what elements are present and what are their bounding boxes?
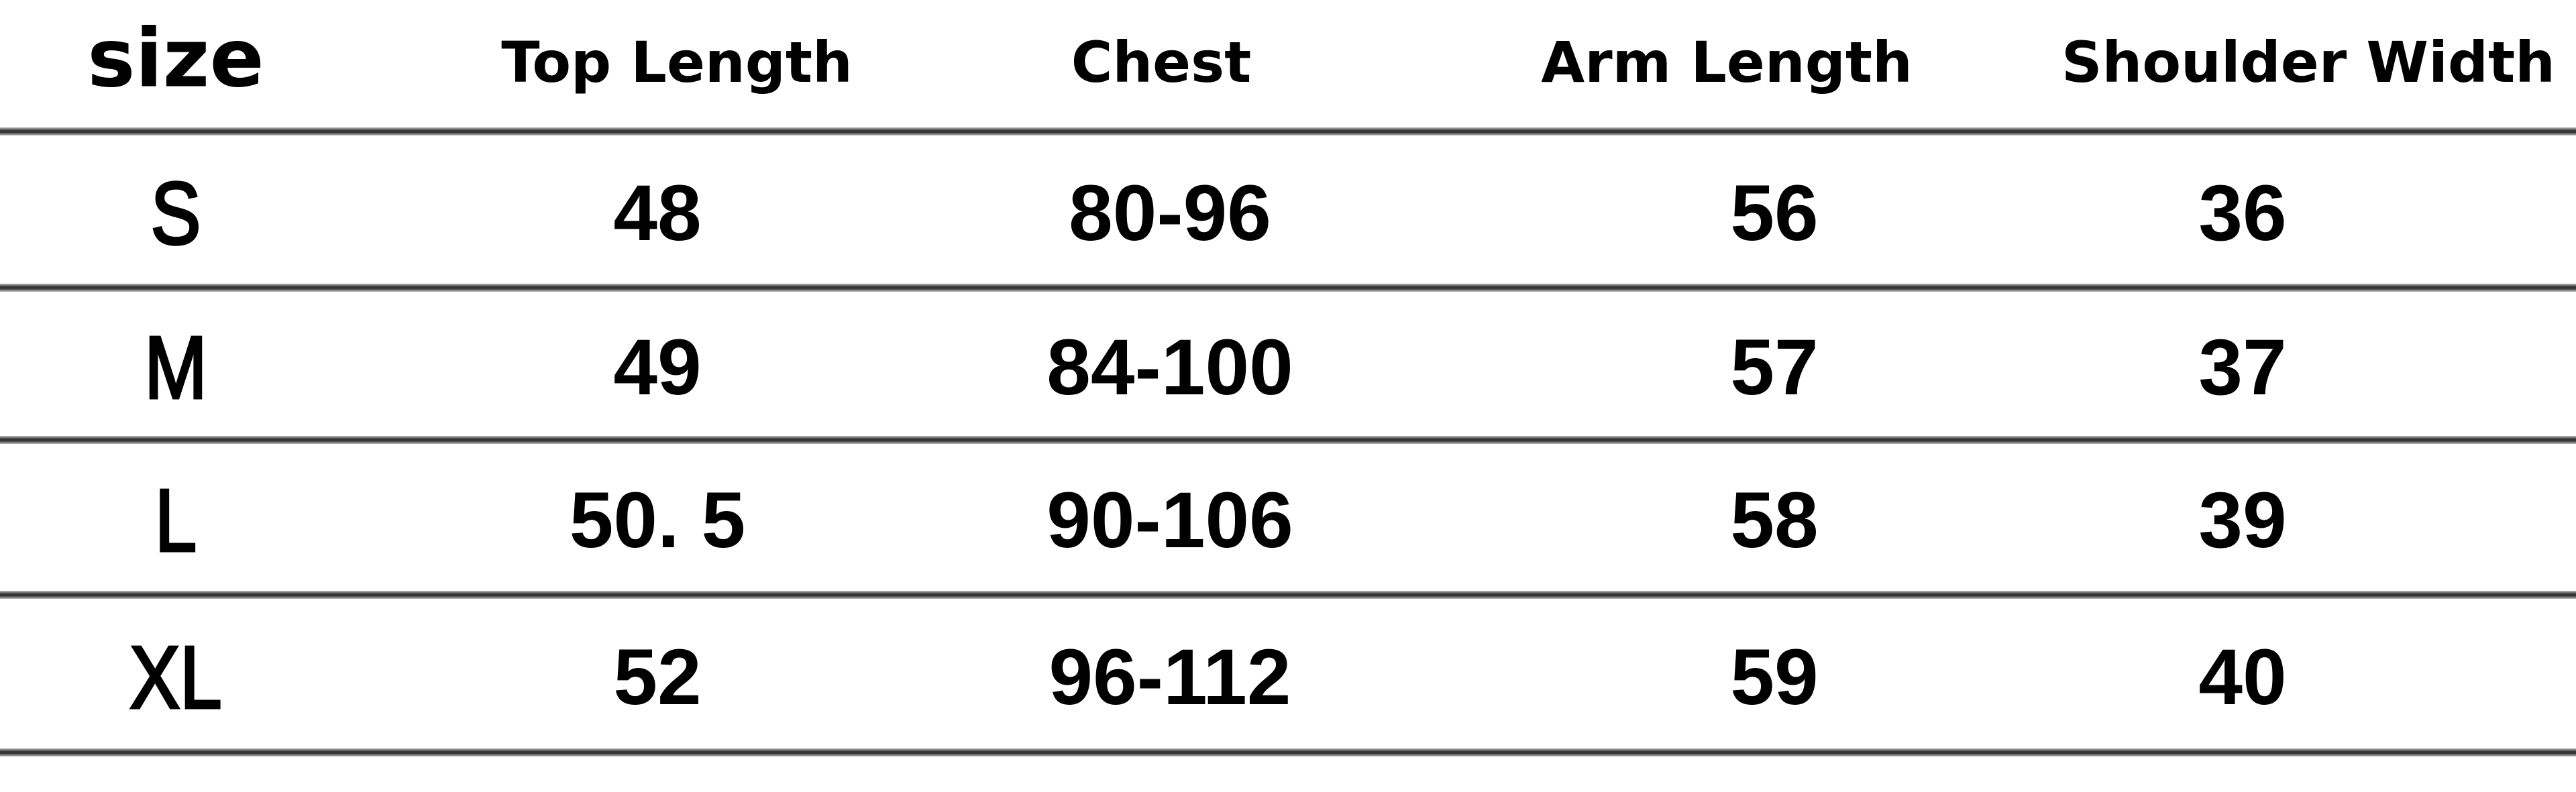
cell-shoulder-width: 40 <box>2198 633 2287 722</box>
cell-top-length: 48 <box>613 169 702 258</box>
cell-chest: 80-96 <box>1069 169 1271 258</box>
header-size: size <box>87 12 264 106</box>
cell-chest: 90-106 <box>1046 476 1293 565</box>
cell-chest: 84-100 <box>1046 323 1293 412</box>
cell-shoulder-width: 37 <box>2198 323 2287 412</box>
divider <box>0 591 2576 599</box>
cell-chest: 96-112 <box>1049 633 1291 722</box>
cell-size: L <box>154 470 198 571</box>
header-chest: Chest <box>1071 30 1252 95</box>
cell-size: S <box>150 163 202 264</box>
cell-top-length: 52 <box>613 633 702 722</box>
divider <box>0 284 2576 292</box>
cell-shoulder-width: 39 <box>2198 476 2287 565</box>
divider <box>0 127 2576 135</box>
divider <box>0 436 2576 444</box>
cell-size: M <box>144 317 209 418</box>
cell-top-length: 50. 5 <box>569 476 746 565</box>
cell-shoulder-width: 36 <box>2198 169 2287 258</box>
header-arm-length: Arm Length <box>1541 30 1913 95</box>
cell-size: XL <box>129 627 223 728</box>
header-shoulder-width: Shoulder Width <box>2061 30 2555 95</box>
cell-arm-length: 58 <box>1730 476 1819 565</box>
divider <box>0 748 2576 756</box>
cell-arm-length: 59 <box>1730 633 1819 722</box>
cell-arm-length: 56 <box>1730 169 1819 258</box>
cell-top-length: 49 <box>613 323 702 412</box>
header-top-length: Top Length <box>501 30 853 95</box>
cell-arm-length: 57 <box>1730 323 1819 412</box>
